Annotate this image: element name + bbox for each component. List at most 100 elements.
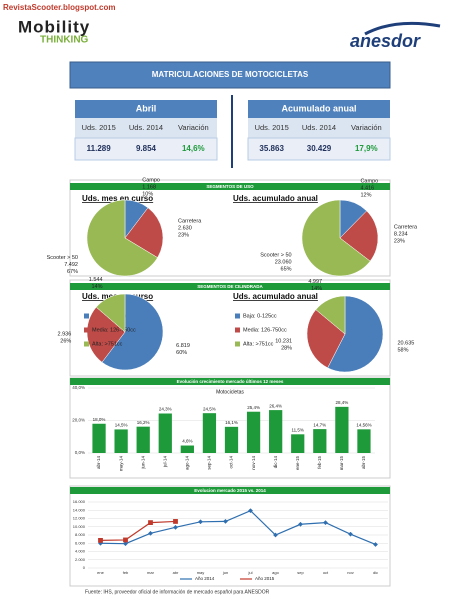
pie-slice bbox=[86, 306, 126, 363]
legend-label: Baja: 0-125cc bbox=[243, 313, 277, 319]
value-label: 16,1% bbox=[225, 420, 238, 425]
pie-slice bbox=[301, 199, 371, 277]
legend-swatch bbox=[235, 341, 240, 347]
pie-label: Carretera bbox=[178, 218, 202, 224]
pie-title: Uds. mes en curso bbox=[82, 194, 153, 203]
table-header: Variación bbox=[351, 123, 382, 132]
value-label: 18,0% bbox=[93, 417, 106, 422]
panel bbox=[69, 485, 391, 587]
table-value-row bbox=[74, 137, 218, 161]
legend-swatch bbox=[84, 313, 89, 319]
pie-label: 1.168 bbox=[142, 184, 156, 190]
value-label: 14,5% bbox=[115, 423, 128, 428]
x-tick-label: jun-14 bbox=[140, 456, 145, 470]
pie-label: Scooter > 50 bbox=[47, 255, 78, 261]
bar bbox=[357, 429, 371, 453]
table-header: Uds. 2014 bbox=[129, 123, 163, 132]
x-tick-label: nov-14 bbox=[251, 456, 256, 470]
pie-label: 1.544 bbox=[89, 277, 103, 283]
pie-label: 14% bbox=[311, 286, 322, 292]
pie-slice bbox=[124, 207, 164, 258]
pie-label: 14% bbox=[92, 284, 103, 290]
x-tick-label: oct-14 bbox=[229, 456, 234, 469]
table-header: Uds. 2015 bbox=[255, 123, 289, 132]
y-tick-label: 16.000 bbox=[73, 499, 86, 504]
chart-title-bar bbox=[70, 378, 390, 385]
y-tick-label: 6.000 bbox=[75, 540, 86, 545]
pie-label: 2.630 bbox=[178, 225, 192, 231]
bar bbox=[114, 429, 128, 453]
y-tick-label: 14.000 bbox=[73, 507, 86, 512]
legend-label: Año 2014 bbox=[195, 576, 215, 581]
bar bbox=[313, 429, 327, 453]
y-tick-label: 8.000 bbox=[75, 532, 86, 537]
pie-slice bbox=[315, 295, 346, 335]
pie-label: 60% bbox=[176, 350, 187, 356]
bar bbox=[291, 434, 305, 453]
site-url: RevistaScooter.blogspot.com bbox=[3, 3, 115, 12]
pie-label: 65% bbox=[281, 266, 292, 272]
pie-slice bbox=[327, 295, 384, 373]
pie-slice bbox=[86, 199, 158, 277]
pie-label: 8.234 bbox=[394, 232, 408, 238]
x-tick-label: dic-14 bbox=[273, 456, 278, 469]
table-header: Variación bbox=[178, 123, 209, 132]
x-tick-label: feb bbox=[123, 570, 129, 575]
table-title: Acumulado anual bbox=[281, 103, 356, 113]
pie-label: 28% bbox=[281, 346, 292, 352]
value-label: 4,6% bbox=[182, 439, 192, 444]
y-tick-label: 0 bbox=[83, 565, 86, 570]
pie-label: 23% bbox=[178, 232, 189, 238]
panel bbox=[69, 279, 391, 377]
value-label: 14,7% bbox=[313, 422, 326, 427]
x-tick-label: ene bbox=[97, 570, 104, 575]
bar bbox=[158, 413, 172, 453]
x-tick-label: jul bbox=[247, 570, 252, 575]
pie-label: 10.231 bbox=[275, 339, 292, 345]
bar bbox=[246, 411, 261, 453]
logo-right: anesdor bbox=[350, 31, 421, 51]
value-label: 16,2% bbox=[137, 420, 150, 425]
legend-label: Media: 126-750cc bbox=[243, 327, 287, 333]
value-label: 24,3% bbox=[159, 407, 172, 412]
pie-label: 58% bbox=[397, 348, 408, 354]
table-title-bar bbox=[75, 100, 217, 118]
bar bbox=[335, 406, 349, 453]
x-tick-label: may bbox=[197, 570, 205, 575]
pie-label: 7.492 bbox=[64, 262, 78, 268]
chart-title: Evolución crecimiento mercado últimos 12… bbox=[177, 379, 284, 384]
table-header-row bbox=[248, 118, 390, 138]
pie-label: 10% bbox=[142, 191, 153, 197]
section-title: SEGMENTOS DE CILINDRADA bbox=[197, 284, 263, 289]
line-series bbox=[98, 519, 178, 543]
x-tick-label: mar bbox=[147, 570, 155, 575]
legend-label: Alta: >751cc bbox=[243, 341, 274, 347]
y-tick-label: 2.000 bbox=[75, 557, 86, 562]
legend-swatch bbox=[84, 341, 89, 347]
y-tick-label: 40,0% bbox=[72, 385, 85, 390]
table-cell: 14,6% bbox=[182, 144, 205, 153]
pie-label: Campo bbox=[360, 178, 378, 184]
table-title-bar bbox=[248, 100, 390, 118]
table-value-row bbox=[247, 137, 391, 161]
table-header: Uds. 2014 bbox=[302, 123, 336, 132]
x-tick-label: may-14 bbox=[118, 456, 123, 472]
pie-slice bbox=[95, 293, 126, 333]
panel bbox=[69, 179, 391, 277]
x-tick-label: oct bbox=[323, 570, 329, 575]
pie-title: Uds. acumulado anual bbox=[233, 292, 318, 301]
table-cell: 30.429 bbox=[307, 144, 332, 153]
x-tick-label: ago-14 bbox=[185, 456, 190, 471]
legend-swatch bbox=[235, 327, 240, 333]
table-cell: 11.289 bbox=[87, 144, 112, 153]
pie-label: 20.635 bbox=[397, 341, 414, 347]
x-tick-label: abr bbox=[173, 570, 179, 575]
legend-label: Alta: >751cc bbox=[92, 341, 123, 347]
value-label: 24,5% bbox=[203, 406, 216, 411]
table-cell: 9.854 bbox=[136, 144, 157, 153]
x-tick-label: sep-14 bbox=[207, 456, 212, 470]
pie-label: Campo bbox=[142, 177, 160, 183]
chart-title-bar bbox=[70, 487, 390, 494]
y-tick-label: 0,0% bbox=[75, 450, 85, 455]
x-tick-label: abr-15 bbox=[361, 456, 366, 470]
